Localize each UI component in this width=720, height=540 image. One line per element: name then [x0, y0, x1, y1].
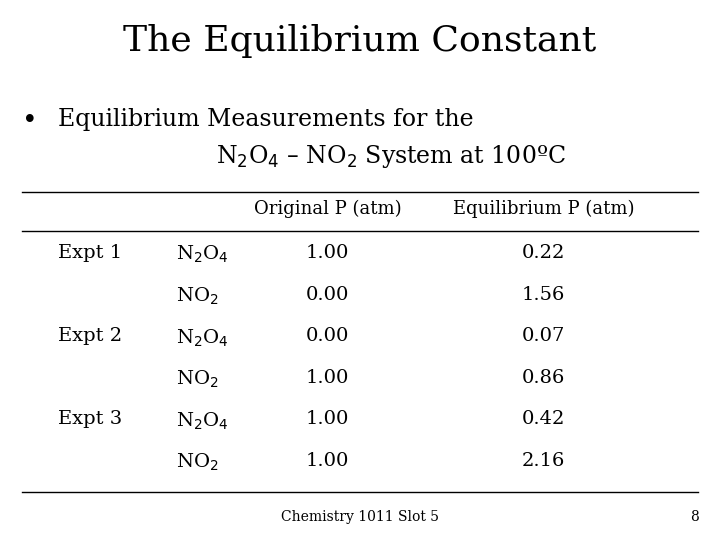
Text: Equilibrium P (atm): Equilibrium P (atm)	[453, 200, 634, 218]
Text: Expt 2: Expt 2	[58, 327, 122, 345]
Text: NO$_2$: NO$_2$	[176, 369, 219, 390]
Text: 1.00: 1.00	[306, 369, 349, 387]
Text: 0.07: 0.07	[522, 327, 565, 345]
Text: The Equilibrium Constant: The Equilibrium Constant	[123, 24, 597, 58]
Text: Expt 1: Expt 1	[58, 244, 122, 262]
Text: N$_2$O$_4$ – NO$_2$ System at 100ºC: N$_2$O$_4$ – NO$_2$ System at 100ºC	[216, 143, 566, 170]
Text: Original P (atm): Original P (atm)	[253, 200, 402, 218]
Text: N$_2$O$_4$: N$_2$O$_4$	[176, 327, 229, 348]
Text: NO$_2$: NO$_2$	[176, 286, 219, 307]
Text: 1.56: 1.56	[522, 286, 565, 303]
Text: •: •	[22, 108, 37, 133]
Text: 1.00: 1.00	[306, 452, 349, 470]
Text: Chemistry 1011 Slot 5: Chemistry 1011 Slot 5	[281, 510, 439, 524]
Text: 0.00: 0.00	[306, 327, 349, 345]
Text: Expt 3: Expt 3	[58, 410, 122, 428]
Text: 0.22: 0.22	[522, 244, 565, 262]
Text: 8: 8	[690, 510, 698, 524]
Text: 2.16: 2.16	[522, 452, 565, 470]
Text: 0.86: 0.86	[522, 369, 565, 387]
Text: N$_2$O$_4$: N$_2$O$_4$	[176, 244, 229, 265]
Text: 1.00: 1.00	[306, 410, 349, 428]
Text: N$_2$O$_4$: N$_2$O$_4$	[176, 410, 229, 431]
Text: 1.00: 1.00	[306, 244, 349, 262]
Text: 0.42: 0.42	[522, 410, 565, 428]
Text: Equilibrium Measurements for the: Equilibrium Measurements for the	[58, 108, 473, 131]
Text: NO$_2$: NO$_2$	[176, 452, 219, 473]
Text: 0.00: 0.00	[306, 286, 349, 303]
